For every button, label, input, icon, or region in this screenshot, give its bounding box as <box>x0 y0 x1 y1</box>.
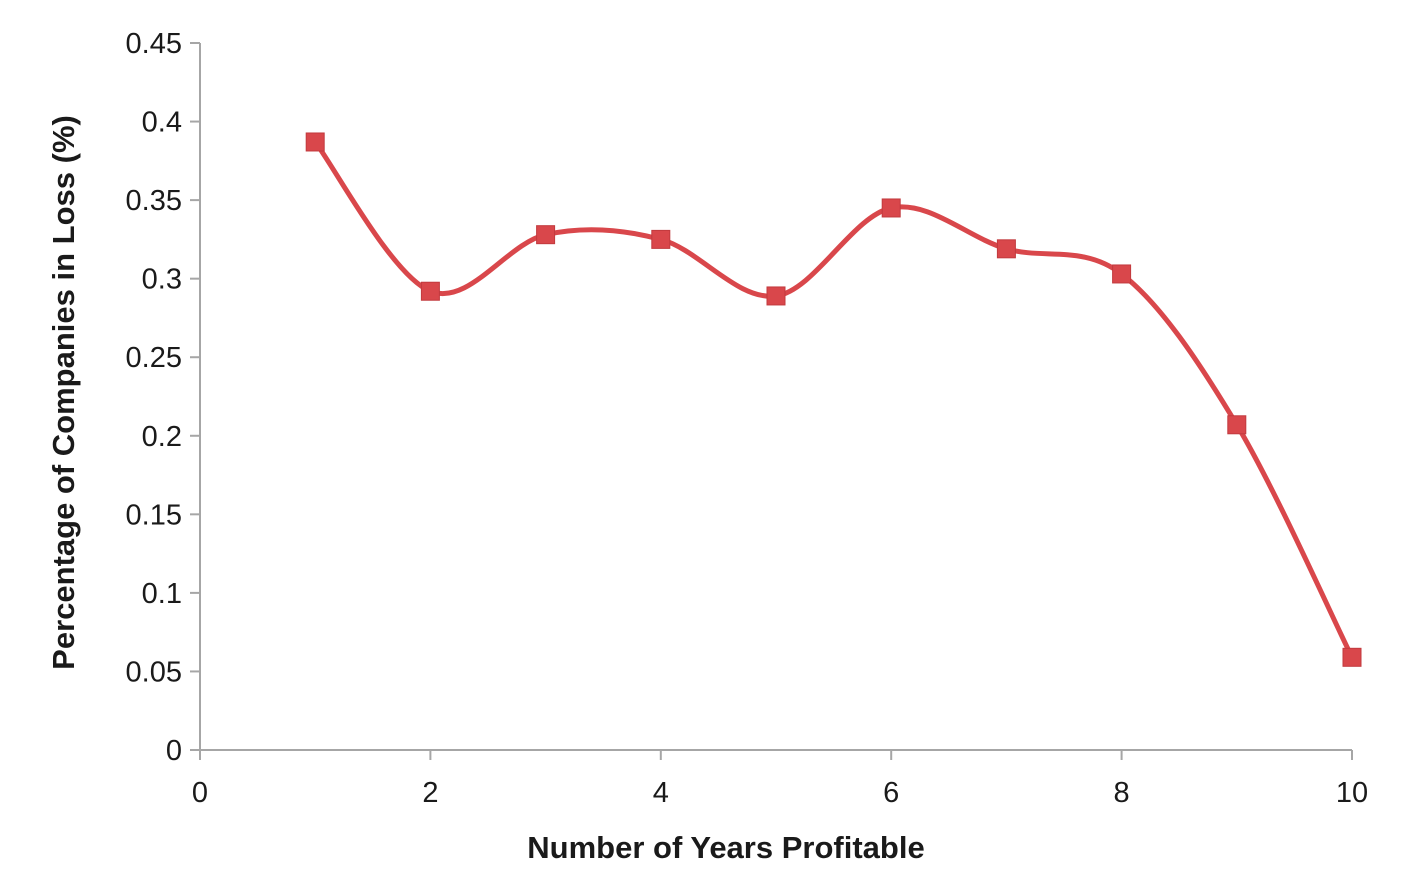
data-point-marker <box>1227 415 1247 435</box>
y-tick-label: 0.1 <box>142 578 182 610</box>
data-point-marker <box>305 132 325 152</box>
data-point-marker <box>1342 647 1362 667</box>
data-point-marker <box>420 281 440 301</box>
x-tick-label: 4 <box>653 777 669 809</box>
data-point-marker <box>536 225 556 245</box>
y-axis-ticks: 0 0.05 0.1 0.15 0.2 0.25 0.3 0.35 0.4 0.45 <box>126 28 200 767</box>
y-tick-label: 0.15 <box>126 499 182 531</box>
y-tick-label: 0.4 <box>142 107 182 139</box>
data-point-marker <box>881 198 901 218</box>
x-axis-title: Number of Years Profitable <box>527 830 924 865</box>
y-tick-label: 0 <box>166 735 182 767</box>
x-tick-label: 2 <box>422 777 438 809</box>
data-point-marker <box>766 286 786 306</box>
x-tick-label: 0 <box>192 777 208 809</box>
series-line <box>312 139 1355 660</box>
x-tick-label: 8 <box>1114 777 1130 809</box>
y-tick-label: 0.05 <box>126 656 182 688</box>
y-tick-label: 0.3 <box>142 264 182 296</box>
data-point-marker <box>1112 264 1132 284</box>
data-point-marker <box>651 229 671 249</box>
series-layer <box>305 132 1362 667</box>
y-tick-label: 0.2 <box>142 421 182 453</box>
x-axis-ticks: 0 2 4 6 8 10 <box>192 750 1368 809</box>
x-tick-label: 6 <box>883 777 899 809</box>
y-tick-label: 0.25 <box>126 342 182 374</box>
y-axis-title: Percentage of Companies in Loss (%) <box>46 115 81 670</box>
x-tick-label: 10 <box>1336 777 1368 809</box>
y-tick-label: 0.35 <box>126 185 182 217</box>
data-point-marker <box>996 239 1016 259</box>
y-tick-label: 0.45 <box>126 28 182 60</box>
